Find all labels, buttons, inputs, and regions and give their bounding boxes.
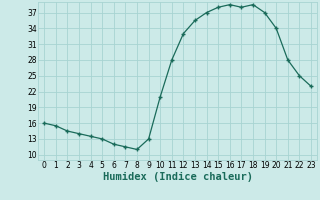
X-axis label: Humidex (Indice chaleur): Humidex (Indice chaleur): [103, 172, 252, 182]
